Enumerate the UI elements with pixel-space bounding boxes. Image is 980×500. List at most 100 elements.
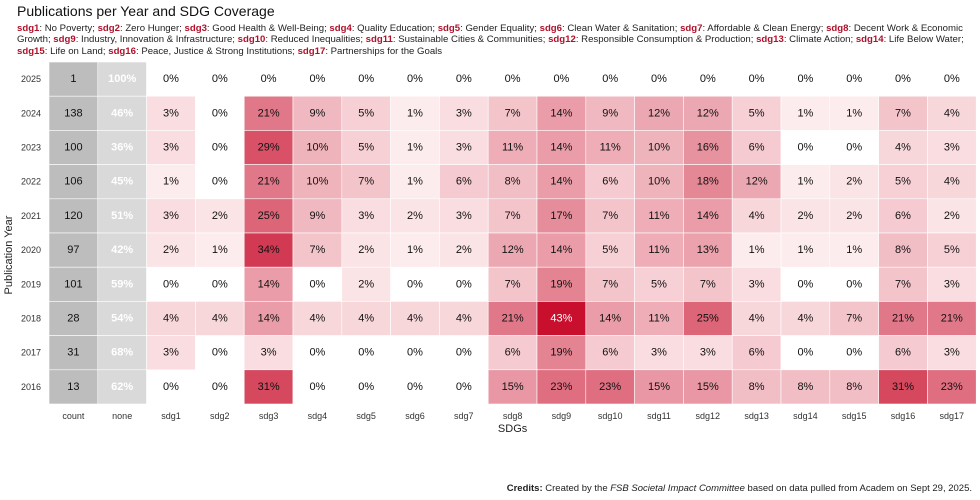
heat-cell (341, 130, 391, 165)
cell-label: 21% (258, 176, 280, 188)
heat-cell (439, 232, 489, 268)
legend-name: Clean Water & Sanitation (567, 23, 675, 34)
heat-cell (829, 164, 879, 200)
heat-cell (634, 61, 684, 97)
cell-label: 0% (407, 278, 423, 290)
cell-label: 4% (944, 107, 960, 119)
cell-label: 23% (550, 381, 572, 393)
cell-label: 5% (602, 244, 618, 256)
x-tick-label: sdg2 (210, 411, 230, 421)
cell-label: 7% (309, 244, 325, 256)
x-tick-label: sdg8 (503, 411, 523, 421)
heat-cell (146, 369, 196, 405)
legend-code: sdg10 (237, 34, 266, 46)
heat-cell (634, 301, 684, 336)
cell-label: 12% (502, 244, 524, 256)
heat-cell (195, 130, 245, 165)
cell-label: 4% (749, 313, 765, 325)
cell-label: 14% (258, 313, 280, 325)
cell-label: 11% (502, 142, 523, 154)
count-label: 101 (64, 278, 82, 290)
heat-cell (780, 61, 831, 97)
cell-label: 4% (163, 313, 179, 325)
cell-label: 0% (797, 347, 813, 359)
heat-cell (243, 266, 294, 302)
heat-cell (292, 164, 343, 200)
heat-cell (487, 164, 538, 200)
heat-cell (146, 301, 196, 336)
cell-label: 16% (697, 142, 719, 154)
cell-label: 4% (407, 313, 423, 325)
heat-cell (780, 164, 831, 200)
x-tick-label: sdg6 (405, 411, 425, 421)
heat-cell (243, 95, 294, 131)
cell-label: 1% (797, 176, 813, 188)
cell-label: 3% (456, 107, 472, 119)
heat-cell (780, 232, 831, 268)
heat-cell (146, 266, 196, 302)
heat-cell (439, 95, 489, 131)
heat-cell (927, 335, 977, 371)
cell-label: 2% (212, 210, 228, 222)
heat-cell (780, 335, 831, 371)
cell-label: 6% (895, 347, 911, 359)
cell-label: 6% (895, 210, 911, 222)
cell-label: 7% (505, 278, 521, 290)
cell-label: 3% (261, 347, 277, 359)
heat-cell (927, 369, 977, 405)
heat-cell (390, 164, 440, 200)
cell-label: 2% (358, 244, 374, 256)
cell-label: 5% (895, 176, 911, 188)
legend-name: Zero Hunger (125, 23, 180, 34)
cell-label: 11% (600, 142, 621, 154)
cell-label: 14% (697, 210, 719, 222)
y-tick-label: 2019 (21, 279, 41, 289)
heat-cell (341, 95, 391, 131)
cell-label: 14% (550, 244, 572, 256)
heat-cell (536, 130, 587, 165)
cell-label: 4% (797, 313, 813, 325)
y-tick-label: 2022 (21, 177, 41, 187)
cell-label: 5% (749, 107, 765, 119)
legend-entry-sdg9: sdg9: Industry, Innovation & Infrastruct… (53, 34, 238, 46)
heat-cell (731, 369, 782, 405)
cell-label: 0% (749, 73, 765, 85)
cell-label: 15% (502, 381, 524, 393)
heat-cell (487, 335, 538, 371)
cell-label: 7% (602, 278, 618, 290)
cell-label: 12% (697, 107, 719, 119)
none-label: 100% (108, 73, 136, 85)
heat-cell (439, 369, 489, 405)
cell-label: 3% (163, 347, 179, 359)
heat-cell (585, 232, 635, 268)
heat-cell (585, 369, 635, 405)
cell-label: 43% (550, 313, 572, 325)
cell-label: 15% (648, 381, 670, 393)
heat-cell (878, 301, 928, 336)
none-cell (97, 301, 147, 336)
cell-label: 4% (944, 176, 960, 188)
legend-name: Life on Land (50, 45, 103, 57)
cell-label: 14% (550, 176, 572, 188)
legend-code: sdg3 (184, 23, 207, 34)
x-tick-label: sdg1 (161, 411, 181, 421)
heat-cell (146, 232, 196, 268)
none-cell (97, 266, 147, 302)
cell-label: 7% (895, 107, 911, 119)
heat-cell (390, 335, 440, 371)
cell-label: 0% (846, 142, 862, 154)
legend-name: Gender Equality (465, 23, 535, 34)
cell-label: 0% (456, 381, 472, 393)
heat-cell (780, 95, 831, 131)
count-label: 138 (64, 107, 82, 119)
cell-label: 9% (309, 107, 325, 119)
count-label: 106 (64, 176, 82, 188)
heat-cell (341, 164, 391, 200)
heat-cell (146, 335, 196, 371)
legend-code: sdg9 (53, 34, 76, 46)
cell-label: 8% (505, 176, 521, 188)
cell-label: 11% (648, 210, 669, 222)
legend-entry-sdg2: sdg2: Zero Hunger; (97, 23, 185, 34)
heat-cell (243, 232, 294, 268)
none-label: 59% (111, 278, 133, 290)
